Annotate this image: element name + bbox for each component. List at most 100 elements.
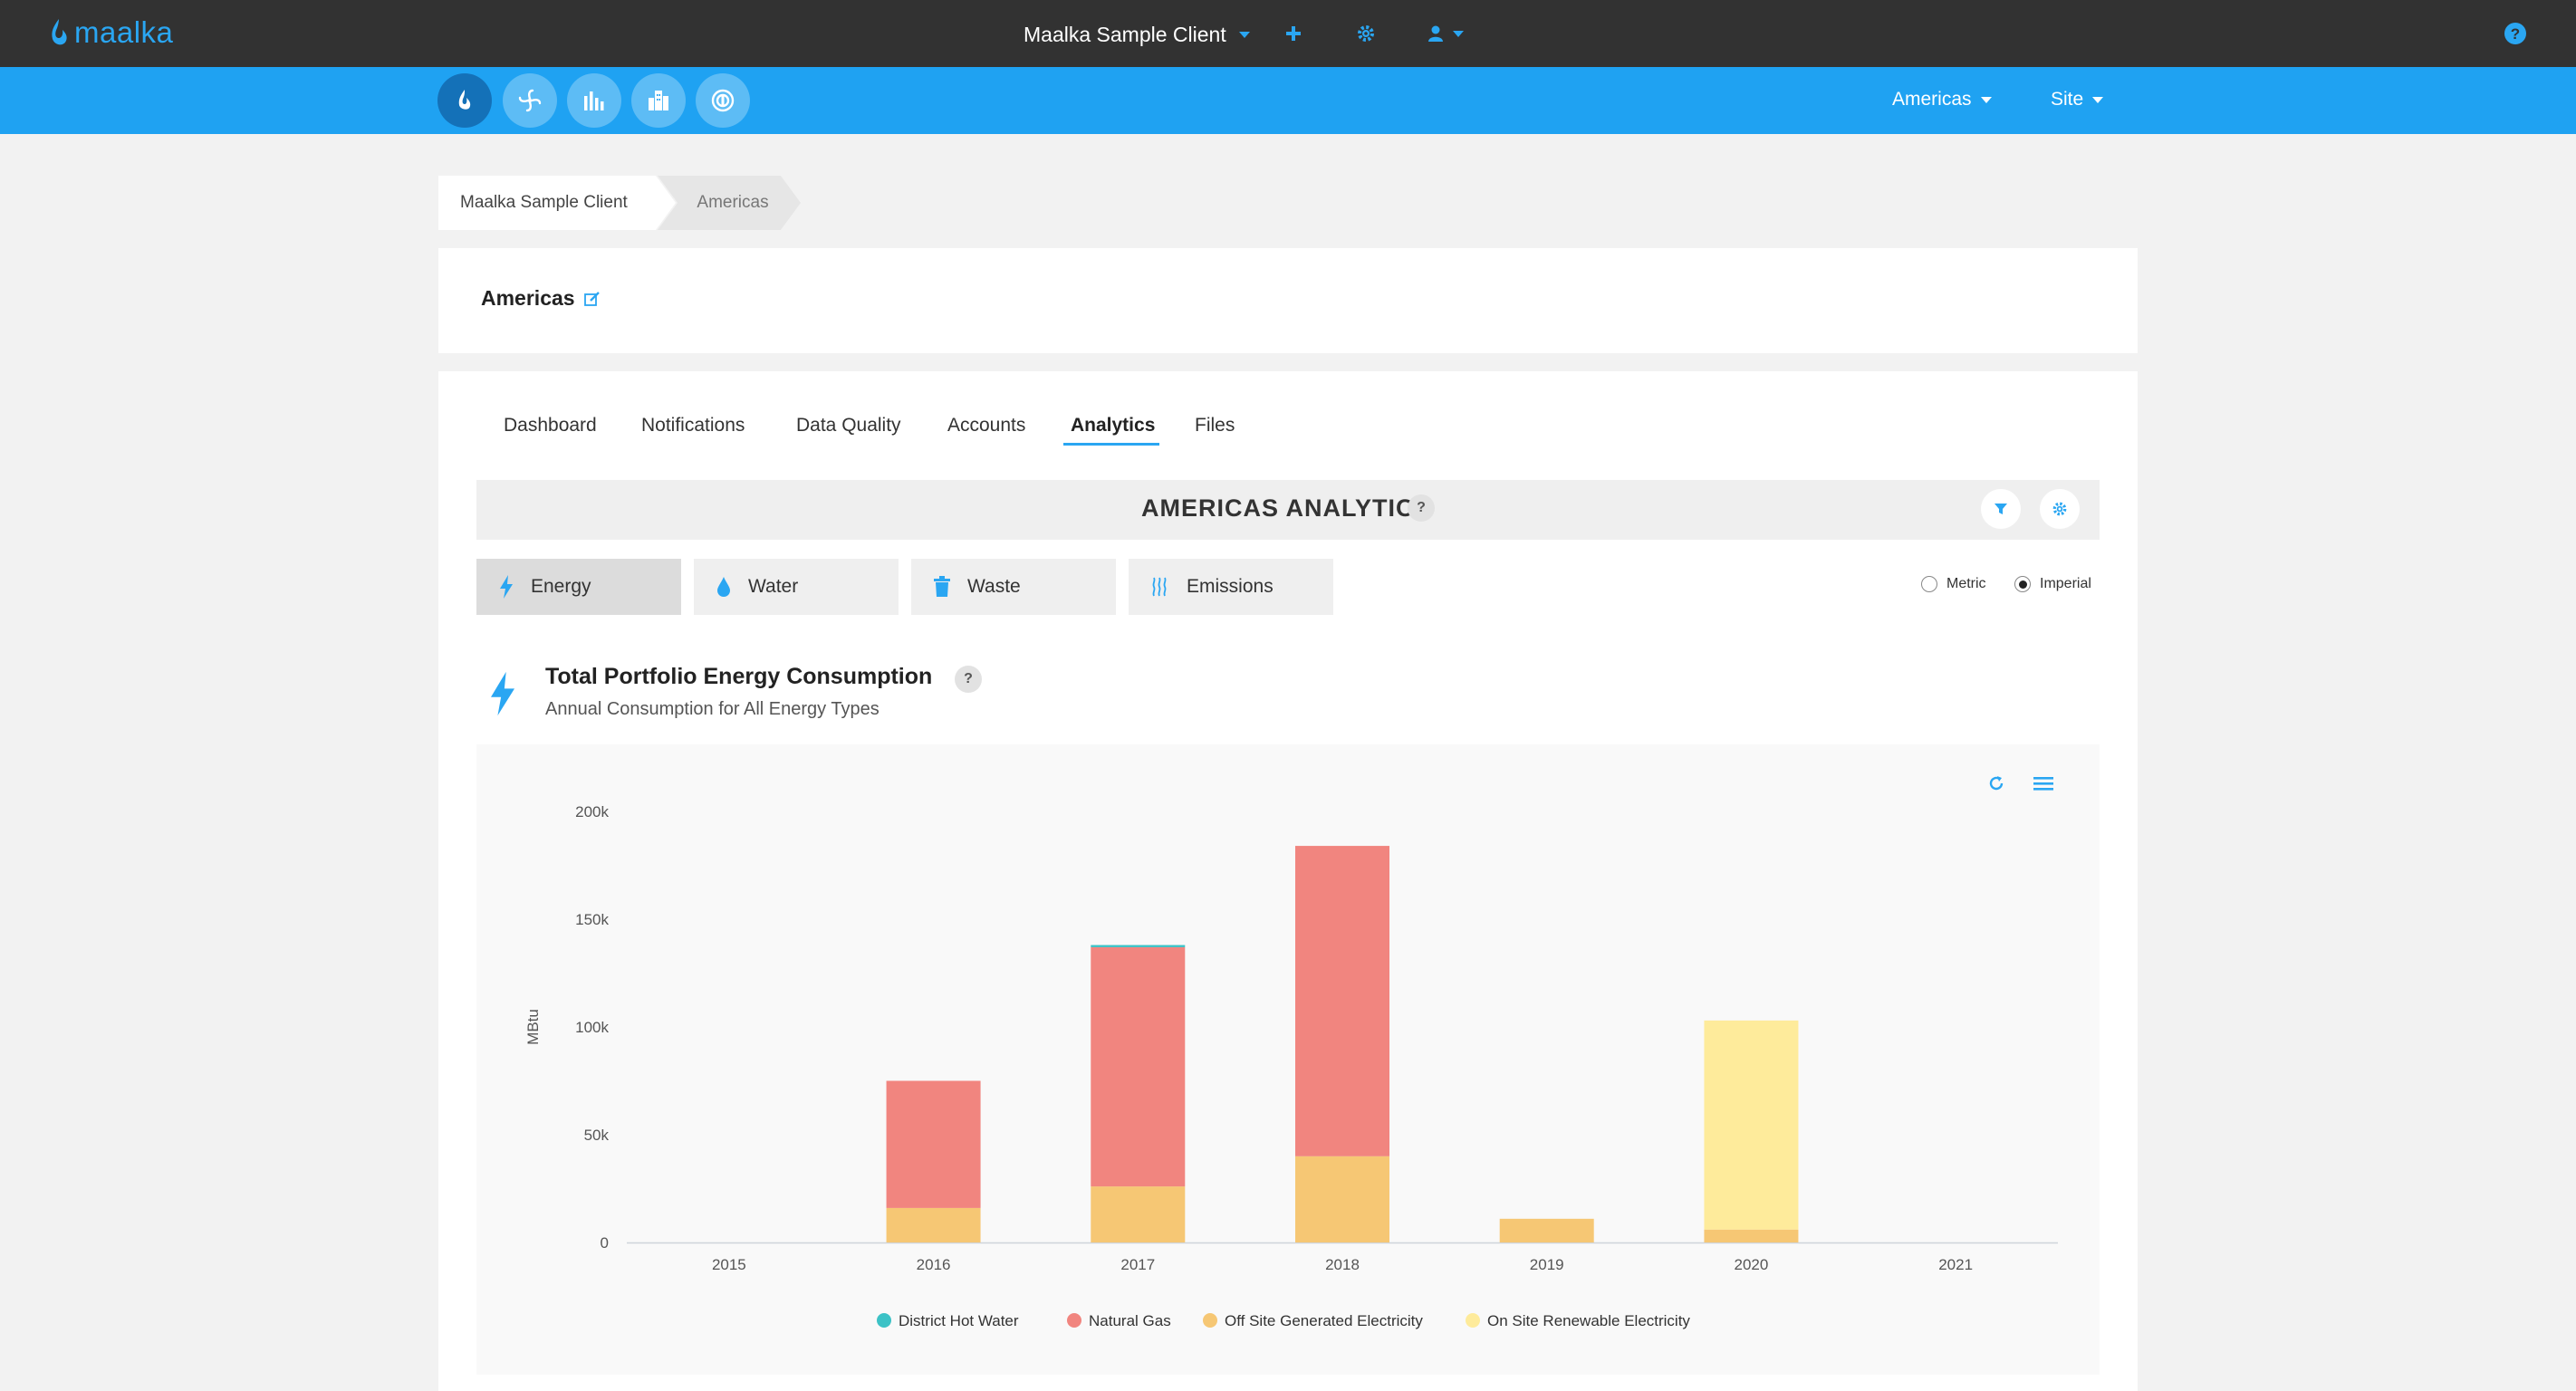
breadcrumb-label: Maalka Sample Client (460, 193, 628, 212)
legend-marker (1067, 1313, 1081, 1328)
analytics-header (476, 480, 2100, 540)
x-tick-label: 2016 (917, 1256, 951, 1273)
chevron-down-icon (1980, 96, 1992, 103)
gear-icon[interactable] (1350, 18, 1381, 49)
water-drop-icon (717, 577, 730, 597)
y-axis-label: MBtu (524, 1009, 542, 1045)
y-tick-label: 200k (575, 803, 609, 820)
bar-segment (886, 1207, 981, 1242)
active-tab-indicator (1063, 443, 1159, 446)
trash-icon (934, 576, 950, 597)
help-icon[interactable]: ? (2500, 18, 2531, 49)
client-name: Maalka Sample Client (1024, 22, 1226, 46)
radio-metric[interactable] (1921, 576, 1937, 592)
logo[interactable]: maalka (49, 13, 173, 53)
unit-metric-option[interactable]: Metric (1921, 576, 1986, 592)
x-tick-label: 2015 (712, 1256, 746, 1273)
resource-tab-label: Waste (967, 576, 1021, 597)
region-menu-label: Americas (1892, 89, 1972, 110)
chart-lightning-icon (487, 670, 518, 722)
resource-tab-label: Energy (531, 576, 591, 597)
user-menu[interactable] (1418, 18, 1473, 49)
fan-module-button[interactable] (503, 73, 557, 128)
bar-segment (1091, 946, 1186, 1187)
radio-label-imperial: Imperial (2040, 576, 2091, 591)
analytics-title: AMERICAS ANALYTICS (1141, 494, 1432, 522)
legend-marker (877, 1313, 891, 1328)
user-icon (1428, 25, 1443, 42)
badge-icon (711, 89, 735, 112)
breadcrumb-label: Americas (697, 193, 769, 212)
tab-dashboard[interactable]: Dashboard (504, 415, 597, 436)
bar-chart-icon (584, 91, 604, 110)
filter-icon[interactable] (1981, 489, 2021, 529)
emissions-waves-icon (1152, 577, 1167, 597)
bar-segment (1091, 945, 1186, 947)
chart-title: Total Portfolio Energy Consumption (545, 664, 933, 689)
chart-menu-icon[interactable] (2023, 763, 2063, 803)
chart-area (476, 744, 2100, 1375)
radio-label-metric: Metric (1946, 576, 1986, 591)
x-tick-label: 2019 (1530, 1256, 1564, 1273)
edit-icon[interactable] (583, 290, 601, 308)
flame-icon (458, 90, 471, 110)
tab-notifications[interactable]: Notifications (641, 415, 745, 436)
module-bar (0, 67, 2576, 134)
site-menu-label: Site (2051, 89, 2084, 110)
resource-tab-water[interactable]: Water (694, 559, 899, 615)
y-tick-label: 100k (575, 1019, 609, 1036)
site-menu[interactable]: Site (2051, 84, 2104, 115)
bar-segment (1499, 1218, 1594, 1242)
bar-segment (1091, 1186, 1186, 1242)
legend-label: On Site Renewable Electricity (1487, 1312, 1690, 1329)
resource-tab-label: Emissions (1187, 576, 1274, 597)
analytics-help-icon[interactable]: ? (1408, 494, 1435, 522)
x-tick-label: 2021 (1938, 1256, 1973, 1273)
radio-imperial[interactable] (2014, 576, 2031, 592)
certification-module-button[interactable] (696, 73, 750, 128)
chart-help-icon[interactable]: ? (955, 666, 982, 693)
breadcrumb-item-region[interactable]: Americas (658, 176, 801, 230)
energy-module-button[interactable] (437, 73, 492, 128)
unit-imperial-option[interactable]: Imperial (2014, 576, 2091, 592)
bar-segment (1704, 1020, 1799, 1230)
resource-tab-label: Water (748, 576, 799, 597)
flame-logo-icon (52, 19, 67, 45)
fan-icon (518, 89, 542, 112)
chevron-down-icon (1238, 31, 1250, 38)
logo-text: maalka (74, 15, 174, 49)
client-selector[interactable]: Maalka Sample Client (1024, 16, 1250, 53)
breadcrumb-item-client[interactable]: Maalka Sample Client (438, 176, 656, 230)
chart-subtitle: Annual Consumption for All Energy Types (545, 699, 879, 719)
tab-accounts[interactable]: Accounts (947, 415, 1026, 436)
x-tick-label: 2017 (1120, 1256, 1155, 1273)
chevron-down-icon (1453, 30, 1464, 37)
legend-label: District Hot Water (899, 1312, 1019, 1329)
reports-module-button[interactable] (567, 73, 621, 128)
tab-data-quality[interactable]: Data Quality (796, 415, 901, 436)
settings-gear-icon[interactable] (2040, 489, 2080, 529)
tab-analytics[interactable]: Analytics (1071, 415, 1156, 436)
buildings-module-button[interactable] (631, 73, 686, 128)
resource-tab-emissions[interactable]: Emissions (1129, 559, 1333, 615)
resource-tab-waste[interactable]: Waste (911, 559, 1116, 615)
tab-files[interactable]: Files (1195, 415, 1235, 436)
y-tick-label: 50k (584, 1127, 610, 1144)
region-menu[interactable]: Americas (1892, 84, 1992, 115)
x-tick-label: 2020 (1735, 1256, 1769, 1273)
y-tick-label: 0 (601, 1234, 609, 1252)
refresh-icon[interactable] (1976, 763, 2016, 803)
bar-segment (1295, 846, 1389, 1156)
legend-label: Natural Gas (1089, 1312, 1171, 1329)
bar-segment (1295, 1156, 1389, 1242)
y-tick-label: 150k (575, 911, 609, 928)
legend-marker (1466, 1313, 1480, 1328)
chevron-down-icon (2092, 96, 2104, 103)
legend-marker (1203, 1313, 1217, 1328)
chart: 0 50k 100k 150k 200k MBtu 2015 2016 2017 2018 2019… (524, 803, 2058, 1329)
buildings-icon (649, 91, 668, 110)
x-tick-label: 2018 (1325, 1256, 1360, 1273)
plus-icon[interactable] (1278, 18, 1309, 49)
lightning-icon (500, 575, 513, 599)
resource-tab-energy[interactable]: Energy (476, 559, 681, 615)
